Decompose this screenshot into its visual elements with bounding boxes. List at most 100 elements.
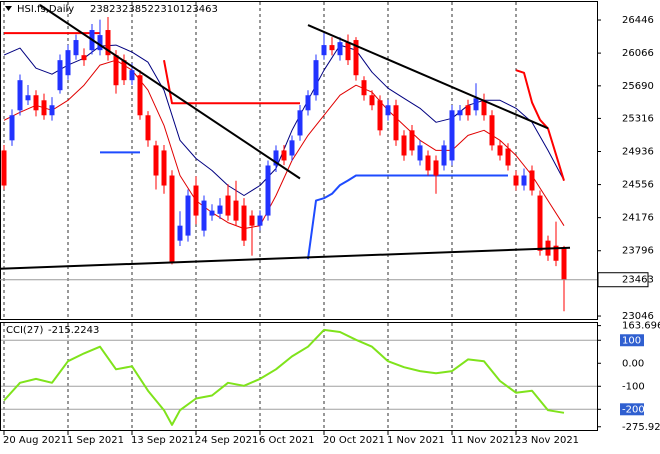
candle-body — [457, 110, 463, 116]
candle-body — [305, 95, 311, 111]
trendline — [307, 24, 549, 130]
indicator-panel-frame — [0, 322, 598, 431]
y-tick-label: 24176 — [622, 213, 654, 224]
indicator-y-tick-label: -200 — [622, 404, 645, 415]
candle-body — [441, 145, 447, 166]
candle-body — [561, 248, 567, 280]
candle-body — [281, 150, 287, 161]
indicator-tick-box — [620, 403, 644, 416]
high-value: 23852 — [122, 4, 154, 15]
candle-body — [249, 215, 255, 226]
candle-body — [177, 225, 183, 241]
trendline — [39, 4, 301, 180]
candle-body — [537, 195, 543, 251]
candle-body — [1, 150, 7, 186]
indicator-line — [3, 328, 565, 426]
candle-body — [465, 105, 471, 116]
trendline — [0, 246, 571, 270]
candle-body — [25, 95, 31, 101]
y-tick-label: 25690 — [622, 81, 654, 92]
candle-body — [473, 98, 479, 111]
main-panel-frame — [0, 1, 598, 320]
candle-body — [105, 30, 111, 56]
overlay-line — [100, 151, 508, 260]
low-value: 23101 — [154, 4, 186, 15]
candle-body — [361, 80, 367, 96]
candle-body — [225, 195, 231, 216]
current-price-box — [597, 272, 649, 288]
x-tick-label: 1 Sep 2021 — [67, 435, 124, 446]
candle-body — [97, 35, 103, 51]
indicator-y-tick-label: -100 — [622, 381, 645, 392]
x-tick-label: 11 Nov 2021 — [451, 435, 515, 446]
candle-body — [369, 95, 375, 106]
candle-body — [329, 45, 335, 51]
candle-body — [433, 160, 439, 176]
indicator-current-value: -215.2243 — [48, 325, 99, 336]
y-tick-label: 25316 — [622, 113, 654, 124]
candle-body — [529, 170, 535, 191]
candle-body — [49, 105, 55, 116]
current-price-label: 23463 — [622, 275, 654, 286]
y-tick-label: 23796 — [622, 246, 654, 257]
y-tick-label: 26066 — [622, 48, 654, 59]
plot — [0, 4, 571, 426]
candle-body — [425, 155, 431, 171]
candle-body — [513, 175, 519, 186]
x-tick-label: 24 Sep 2021 — [195, 435, 258, 446]
indicator-y-tick-label: 100 — [622, 335, 641, 346]
candle-body — [313, 60, 319, 96]
indicator-tick-box — [620, 334, 644, 347]
candle-body — [401, 135, 407, 156]
candle-body — [33, 95, 39, 111]
candle-body — [497, 145, 503, 156]
candle-body — [417, 145, 423, 161]
candle-body — [449, 110, 455, 161]
candle-body — [353, 40, 359, 76]
x-tick-label: 6 Oct 2021 — [259, 435, 314, 446]
candle-body — [345, 42, 351, 61]
candle-body — [393, 105, 399, 141]
indicator-y-tick-label: 0.00 — [622, 358, 644, 369]
indicator-label: CCI(27) — [6, 325, 44, 336]
candle-body — [193, 185, 199, 216]
candle-body — [481, 100, 487, 116]
candle-body — [297, 110, 303, 136]
candle-body — [209, 210, 215, 216]
candle-body — [337, 42, 343, 56]
candle-body — [17, 80, 23, 111]
candle-body — [201, 200, 207, 231]
x-tick-label: 1 Nov 2021 — [387, 435, 445, 446]
y-tick-label: 24936 — [622, 146, 654, 157]
candle-body — [169, 175, 175, 263]
indicator-y-tick-label: -275.924 — [622, 422, 660, 433]
x-tick-label: 20 Aug 2021 — [3, 435, 67, 446]
y-tick-label: 23046 — [622, 311, 654, 322]
candle-body — [121, 60, 127, 81]
x-tick-label: 20 Oct 2021 — [323, 435, 385, 446]
candle-body — [145, 115, 151, 141]
candle-body — [233, 200, 239, 221]
candle-body — [241, 205, 247, 241]
candle-body — [129, 70, 135, 81]
candle-body — [553, 245, 559, 261]
open-value: 23823 — [90, 4, 122, 15]
candle-body — [217, 205, 223, 214]
candle-body — [489, 115, 495, 146]
candle-body — [41, 100, 47, 116]
candle-body — [153, 145, 159, 176]
candle-body — [9, 115, 15, 141]
menu-triangle — [5, 6, 12, 11]
candle-body — [505, 148, 511, 166]
candle-body — [521, 175, 527, 186]
x-tick-label: 13 Sep 2021 — [131, 435, 194, 446]
candle-body — [321, 45, 327, 56]
candle-body — [137, 75, 143, 116]
candle-body — [185, 195, 191, 236]
candle-body — [73, 40, 79, 56]
candle-body — [377, 100, 383, 131]
candle-body — [385, 105, 391, 116]
candle-body — [257, 215, 263, 226]
